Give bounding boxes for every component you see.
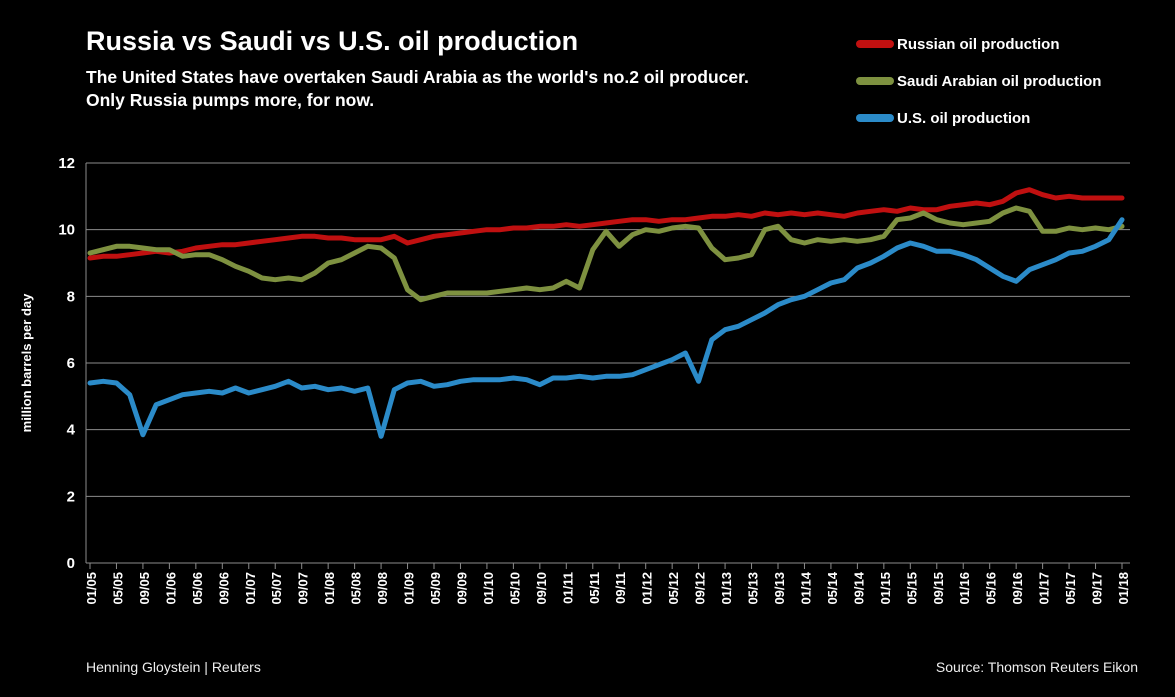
- x-axis-tick-label: 09/12: [693, 572, 708, 605]
- chart-title: Russia vs Saudi vs U.S. oil production: [86, 26, 579, 56]
- x-axis-tick-label: 01/16: [957, 572, 972, 605]
- x-axis-tick-label: 09/13: [772, 572, 787, 605]
- x-axis-tick-label: 05/11: [587, 572, 602, 604]
- chart-subtitle: The United States have overtaken Saudi A…: [86, 66, 749, 112]
- x-axis-tick-label: 01/18: [1116, 572, 1131, 605]
- legend-label: Saudi Arabian oil production: [897, 72, 1102, 90]
- y-axis-title: million barrels per day: [19, 293, 34, 432]
- y-axis-tick-label: 4: [67, 422, 76, 439]
- x-axis-tick-label: 05/09: [428, 572, 443, 605]
- x-axis-tick-label: 09/05: [137, 572, 152, 605]
- subtitle-line-1: The United States have overtaken Saudi A…: [86, 67, 749, 87]
- x-axis-tick-label: 05/07: [269, 572, 284, 605]
- x-axis-tick-label: 05/13: [746, 572, 761, 605]
- series-line-1: [87, 205, 1125, 303]
- x-axis-tick-label: 01/11: [560, 572, 575, 604]
- legend-swatch-icon: [856, 40, 894, 48]
- x-axis-tick-label: 05/05: [110, 572, 125, 605]
- x-axis-tick-label: 05/10: [507, 572, 522, 605]
- x-axis-tick-label: 01/08: [322, 572, 337, 605]
- y-axis-tick-label: 0: [67, 555, 75, 572]
- x-axis-tick-label: 01/06: [163, 572, 178, 605]
- x-axis-tick-label: 05/14: [825, 571, 840, 604]
- x-axis-tick-label: 01/10: [481, 572, 496, 605]
- legend: Russian oil production Saudi Arabian oil …: [856, 35, 1102, 127]
- subtitle-line-2: Only Russia pumps more, for now.: [86, 90, 375, 110]
- x-axis-tick-label: 05/12: [666, 572, 681, 605]
- x-axis-tick-label: 09/11: [613, 572, 628, 604]
- x-axis-tick-label: 09/08: [375, 572, 390, 605]
- source-text: Source: Thomson Reuters Eikon: [935, 659, 1138, 675]
- x-axis-tick-label: 09/14: [851, 571, 866, 604]
- x-axis-tick-label: 05/16: [984, 572, 999, 605]
- x-axis-tick-label: 01/07: [243, 572, 258, 605]
- x-axis-tick-label: 01/13: [719, 572, 734, 605]
- x-axis-tick-label: 01/14: [798, 571, 813, 604]
- x-axis-tick-label: 01/09: [402, 572, 417, 605]
- x-axis-tick-label: 09/17: [1090, 572, 1105, 605]
- credit-text: Henning Gloystein | Reuters: [86, 659, 261, 675]
- x-axis-tick-label: 09/09: [454, 572, 469, 605]
- legend-swatch-icon: [856, 77, 894, 85]
- x-axis-tick-label: 09/10: [534, 572, 549, 605]
- series-line-2: [87, 217, 1125, 439]
- y-axis-tick-label: 8: [67, 288, 75, 305]
- x-axis-tick-label: 05/06: [190, 572, 205, 605]
- legend-swatch-icon: [856, 114, 894, 122]
- legend-item-0: Russian oil production: [856, 35, 1101, 53]
- x-axis-tick-label: 01/12: [640, 572, 655, 605]
- x-axis-tick-label: 09/16: [1010, 572, 1025, 605]
- y-axis-tick-label: 6: [67, 355, 75, 372]
- legend-label: U.S. oil production: [897, 109, 1031, 127]
- x-axis-tick-label: 05/15: [904, 572, 919, 605]
- x-axis-tick-label: 05/17: [1063, 572, 1078, 605]
- x-axis-tick-label: 01/17: [1037, 572, 1052, 605]
- x-axis-tick-label: 09/06: [216, 572, 231, 605]
- x-axis-tick-label: 09/07: [296, 572, 311, 605]
- y-axis-tick-label: 10: [58, 222, 75, 239]
- x-axis-tick-label: 05/08: [349, 572, 364, 605]
- y-axis-tick-label: 2: [67, 488, 75, 505]
- series-line-0: [87, 187, 1125, 261]
- x-axis-tick-label: 01/05: [84, 572, 99, 605]
- x-axis-tick-label: 01/15: [878, 572, 893, 605]
- legend-label: Russian oil production: [897, 35, 1060, 53]
- legend-item-2: U.S. oil production: [856, 109, 1101, 127]
- x-axis-tick-label: 09/15: [931, 572, 946, 605]
- legend-item-1: Saudi Arabian oil production: [856, 72, 1102, 90]
- y-axis-tick-label: 12: [58, 155, 75, 172]
